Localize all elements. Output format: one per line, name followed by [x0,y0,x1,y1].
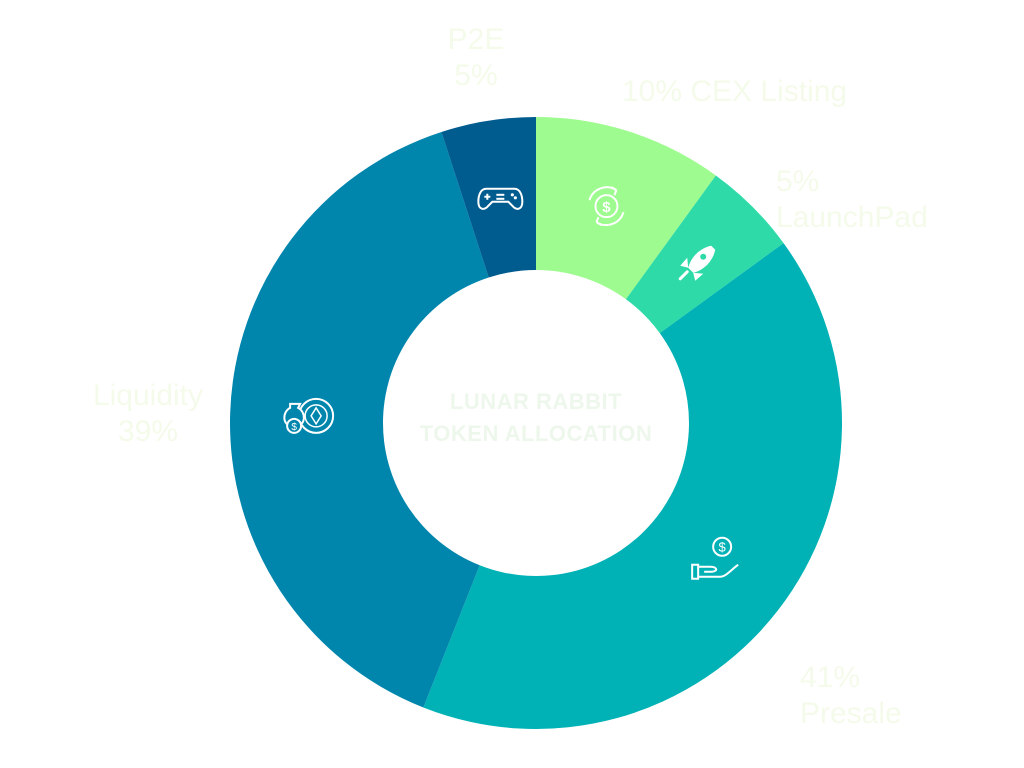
rocket-icon [678,245,716,281]
chart-title-line-2: TOKEN ALLOCATION [419,421,653,446]
label-cex-listing-line-1: 10% CEX Listing [622,75,848,108]
svg-text:$: $ [291,422,297,433]
label-launchpad: 5% LaunchPad [776,164,928,236]
label-liquidity: Liquidity 39% [78,378,218,450]
label-p2e: P2E 5% [446,22,506,94]
hand-dollar-icon: $ [691,536,739,580]
currency-exchange-icon: $ [588,186,625,227]
label-cex-listing: 10% CEX Listing [622,74,847,110]
donut-slice-presale [423,243,843,730]
label-presale-line-2: Presale [800,697,902,730]
label-liquidity-line-1: Liquidity [92,379,204,412]
gamepad-icon [477,187,524,210]
money-bag-coins-icon: $ [283,397,335,434]
chart-title-line-1: LUNAR RABBIT [449,389,623,414]
label-p2e-line-1: P2E [447,23,505,56]
label-launchpad-line-1: 5% [776,165,820,198]
label-presale-line-1: 41% [800,661,861,694]
label-launchpad-line-2: LaunchPad [776,201,928,234]
label-p2e-line-2: 5% [454,59,498,92]
svg-text:$: $ [602,199,611,216]
donut-slice-cex-listing [536,117,716,300]
donut-slice-liquidity [229,131,489,708]
label-liquidity-line-2: 39% [117,415,179,448]
label-presale: 41% Presale [800,660,902,732]
chart-title: LUNAR RABBIT TOKEN ALLOCATION [386,386,686,450]
svg-text:$: $ [719,540,727,555]
